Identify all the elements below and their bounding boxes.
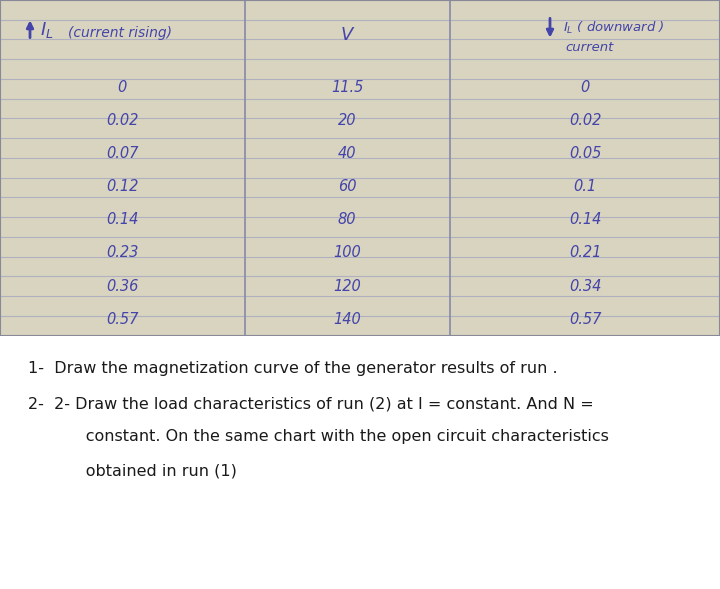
- Text: 0.36: 0.36: [106, 279, 138, 293]
- Text: 0: 0: [117, 80, 127, 95]
- Text: 2-  2- Draw the load characteristics of run (2) at I = constant. And N =: 2- 2- Draw the load characteristics of r…: [28, 396, 594, 411]
- Text: 0.14: 0.14: [106, 213, 138, 227]
- Text: 120: 120: [333, 279, 361, 293]
- Text: 0.14: 0.14: [569, 213, 601, 227]
- Text: obtained in run (1): obtained in run (1): [55, 464, 237, 478]
- Text: 0.21: 0.21: [569, 246, 601, 260]
- Text: 0: 0: [580, 80, 590, 95]
- Text: $I_L$: $I_L$: [40, 21, 53, 41]
- Text: 0.23: 0.23: [106, 246, 138, 260]
- Text: $I_L$ ( downward ): $I_L$ ( downward ): [563, 19, 665, 35]
- Text: constant. On the same chart with the open circuit characteristics: constant. On the same chart with the ope…: [55, 429, 609, 444]
- Text: 60: 60: [338, 179, 356, 194]
- Text: 0.34: 0.34: [569, 279, 601, 293]
- Text: 140: 140: [333, 312, 361, 327]
- Text: 0.57: 0.57: [569, 312, 601, 327]
- Text: 0.02: 0.02: [569, 113, 601, 128]
- Text: 100: 100: [333, 246, 361, 260]
- Text: 20: 20: [338, 113, 356, 128]
- Text: 0.1: 0.1: [573, 179, 597, 194]
- Text: 0.12: 0.12: [106, 179, 138, 194]
- Text: 0.02: 0.02: [106, 113, 138, 128]
- Text: 40: 40: [338, 146, 356, 161]
- Text: 11.5: 11.5: [330, 80, 363, 95]
- Text: (current rising): (current rising): [68, 27, 172, 41]
- Text: 0.57: 0.57: [106, 312, 138, 327]
- Text: V: V: [341, 27, 354, 45]
- Text: 0.05: 0.05: [569, 146, 601, 161]
- Text: 80: 80: [338, 213, 356, 227]
- Text: current: current: [566, 41, 614, 54]
- Text: 1-  Draw the magnetization curve of the generator results of run .: 1- Draw the magnetization curve of the g…: [28, 361, 557, 376]
- Text: 0.07: 0.07: [106, 146, 138, 161]
